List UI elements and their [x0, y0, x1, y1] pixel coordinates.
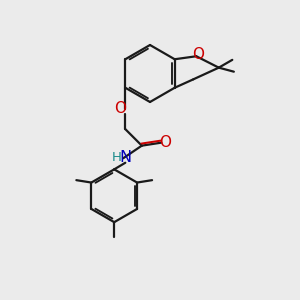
- Text: O: O: [160, 135, 172, 150]
- Text: H: H: [112, 151, 122, 164]
- Text: N: N: [119, 149, 131, 164]
- Text: O: O: [114, 101, 126, 116]
- Text: O: O: [192, 46, 204, 62]
